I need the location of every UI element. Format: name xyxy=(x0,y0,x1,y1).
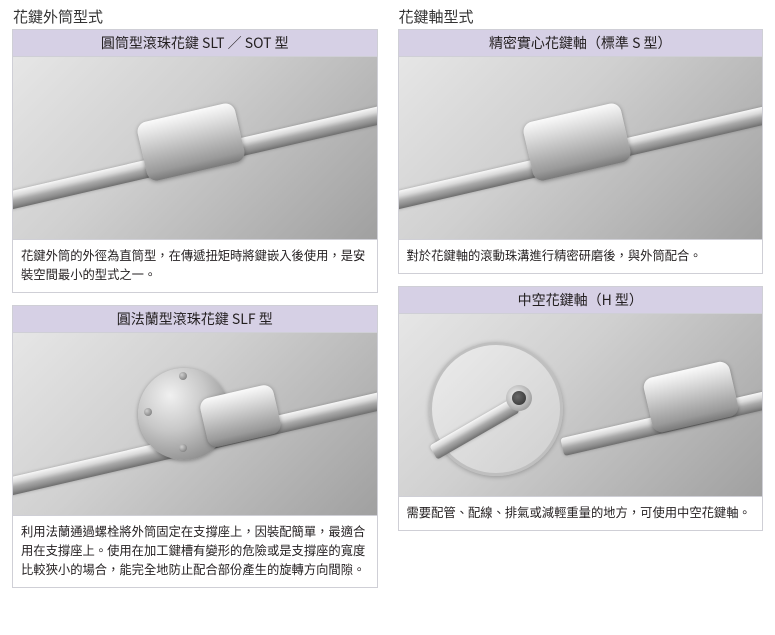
card-s-illustration xyxy=(399,57,763,240)
left-column: 花鍵外筒型式 圓筒型滾珠花鍵 SLT ／ SOT 型 花鍵外筒的外徑為直筒型，在… xyxy=(12,6,378,600)
right-section-heading: 花鍵軸型式 xyxy=(399,6,764,27)
hollow-shaft-segment-icon xyxy=(429,398,519,459)
left-section-heading: 花鍵外筒型式 xyxy=(13,6,378,27)
spline-nut-icon xyxy=(136,102,247,183)
card-slf: 圓法蘭型滾珠花鍵 SLF 型 利用法蘭通過螺栓將外筒固定在支撐座上，因裝配簡單，… xyxy=(12,305,378,588)
bolt-icon xyxy=(144,408,152,416)
card-h-desc: 需要配管、配線、排氣或減輕重量的地方，可使用中空花鍵軸。 xyxy=(399,497,763,530)
right-column: 花鍵軸型式 精密實心花鍵軸（標準 S 型） 對於花鍵軸的滾動珠溝進行精密研磨後，… xyxy=(398,6,764,600)
bolt-icon xyxy=(179,444,187,452)
card-slt: 圓筒型滾珠花鍵 SLT ／ SOT 型 花鍵外筒的外徑為直筒型，在傳遞扭矩時將鍵… xyxy=(12,29,378,293)
card-slf-illustration xyxy=(13,333,377,516)
bolt-icon xyxy=(179,372,187,380)
card-h: 中空花鍵軸（H 型） 需要配管、配線、排氣或減輕重量的地方，可使用中空花鍵軸。 xyxy=(398,286,764,531)
card-slt-desc: 花鍵外筒的外徑為直筒型，在傳遞扭矩時將鍵嵌入後使用，是安裝空間最小的型式之一。 xyxy=(13,240,377,292)
card-s-desc: 對於花鍵軸的滾動珠溝進行精密研磨後，與外筒配合。 xyxy=(399,240,763,273)
card-h-title: 中空花鍵軸（H 型） xyxy=(399,287,763,314)
columns: 花鍵外筒型式 圓筒型滾珠花鍵 SLT ／ SOT 型 花鍵外筒的外徑為直筒型，在… xyxy=(12,6,763,600)
tube-hole-icon xyxy=(512,391,526,405)
zoom-circle-icon xyxy=(429,342,563,476)
card-h-illustration xyxy=(399,314,763,497)
spline-nut-icon xyxy=(521,102,632,183)
page-root: 花鍵外筒型式 圓筒型滾珠花鍵 SLT ／ SOT 型 花鍵外筒的外徑為直筒型，在… xyxy=(0,0,775,620)
card-s-title: 精密實心花鍵軸（標準 S 型） xyxy=(399,30,763,57)
card-slt-title: 圓筒型滾珠花鍵 SLT ／ SOT 型 xyxy=(13,30,377,57)
card-slf-title: 圓法蘭型滾珠花鍵 SLF 型 xyxy=(13,306,377,333)
card-slt-illustration xyxy=(13,57,377,240)
card-slf-desc: 利用法蘭通過螺栓將外筒固定在支撐座上，因裝配簡單，最適合用在支撐座上。使用在加工… xyxy=(13,516,377,587)
card-s: 精密實心花鍵軸（標準 S 型） 對於花鍵軸的滾動珠溝進行精密研磨後，與外筒配合。 xyxy=(398,29,764,274)
spline-nut-icon xyxy=(641,360,739,434)
